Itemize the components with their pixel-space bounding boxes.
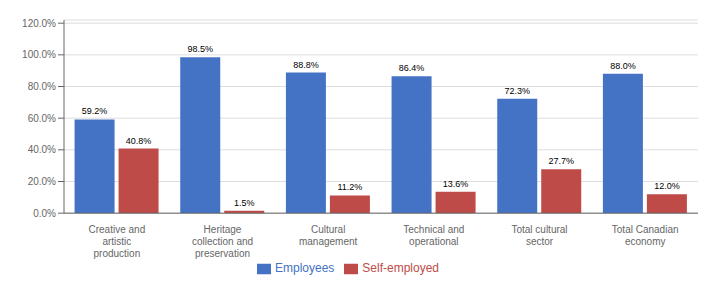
svg-text:0.0%: 0.0% xyxy=(33,208,56,219)
svg-text:11.2%: 11.2% xyxy=(337,182,362,192)
svg-text:Heritagecollection andpreserva: Heritagecollection andpreservation xyxy=(192,224,253,259)
svg-text:88.8%: 88.8% xyxy=(293,60,319,70)
svg-text:40.8%: 40.8% xyxy=(126,136,152,146)
svg-text:120.0%: 120.0% xyxy=(22,18,56,29)
svg-text:80.0%: 80.0% xyxy=(28,81,56,92)
svg-text:20.0%: 20.0% xyxy=(28,176,56,187)
svg-text:72.3%: 72.3% xyxy=(504,86,530,96)
svg-text:60.0%: 60.0% xyxy=(28,113,56,124)
svg-text:40.0%: 40.0% xyxy=(28,144,56,155)
svg-text:Culturalmanagement: Culturalmanagement xyxy=(299,224,358,247)
svg-text:Total culturalsector: Total culturalsector xyxy=(511,224,567,247)
svg-text:Total Canadianeconomy: Total Canadianeconomy xyxy=(612,224,679,247)
svg-text:27.7%: 27.7% xyxy=(548,156,574,166)
svg-text:1.5%: 1.5% xyxy=(234,198,255,208)
html-text:Employees: Employees xyxy=(275,261,335,276)
svg-text:Creative andartisticproduction: Creative andartisticproduction xyxy=(88,224,145,259)
svg-text:59.2%: 59.2% xyxy=(82,106,108,116)
svg-text:12.0%: 12.0% xyxy=(654,181,680,191)
svg-text:13.6%: 13.6% xyxy=(443,179,469,189)
svg-text:100.0%: 100.0% xyxy=(22,49,56,60)
svg-text:Technical andoperational: Technical andoperational xyxy=(403,224,464,247)
svg-text:98.5%: 98.5% xyxy=(187,44,213,54)
svg-text:88.0%: 88.0% xyxy=(610,61,636,71)
html-text:Self-employed: Self-employed xyxy=(362,261,439,276)
svg-text:86.4%: 86.4% xyxy=(399,63,425,73)
